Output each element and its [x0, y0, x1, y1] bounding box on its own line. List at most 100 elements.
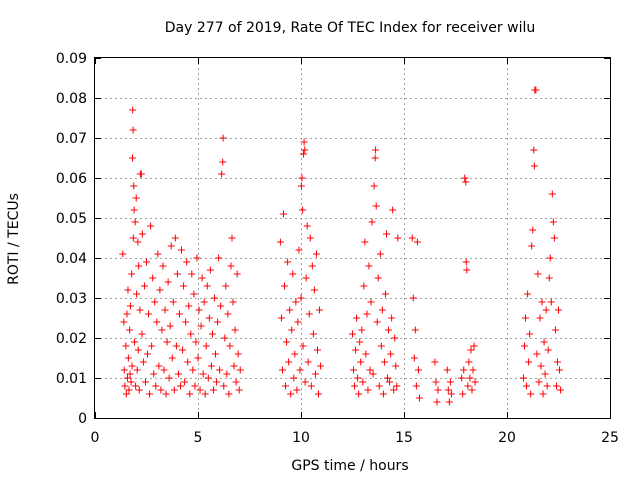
data-point — [277, 314, 285, 322]
data-point — [394, 234, 402, 242]
data-point — [220, 382, 228, 390]
data-point — [145, 310, 153, 318]
data-point — [374, 274, 382, 282]
data-point — [279, 210, 287, 218]
data-point — [187, 330, 195, 338]
data-point — [370, 182, 378, 190]
data-point — [218, 170, 226, 178]
x-axis-title: GPS time / hours — [291, 458, 408, 474]
data-point — [413, 238, 421, 246]
data-point — [155, 362, 163, 370]
data-point — [196, 386, 204, 394]
data-points — [119, 86, 565, 406]
data-point — [460, 366, 468, 374]
data-point — [124, 286, 132, 294]
data-point — [431, 358, 439, 366]
data-point — [158, 326, 166, 334]
data-point — [168, 354, 176, 362]
data-point — [214, 318, 222, 326]
data-point — [232, 378, 240, 386]
data-point — [369, 370, 377, 378]
data-point — [163, 338, 171, 346]
data-point — [125, 386, 133, 394]
data-point — [223, 370, 231, 378]
data-point — [170, 386, 178, 394]
data-point — [379, 390, 387, 398]
data-point — [386, 378, 394, 386]
data-point — [139, 358, 147, 366]
x-tick-label: 5 — [194, 430, 203, 446]
data-point — [301, 146, 309, 154]
data-point — [362, 350, 370, 358]
data-point — [148, 342, 156, 350]
x-tick-label: 10 — [292, 430, 310, 446]
data-point — [199, 370, 207, 378]
data-point — [278, 366, 286, 374]
data-point — [276, 238, 284, 246]
data-point — [368, 218, 376, 226]
data-point — [135, 262, 143, 270]
data-point — [359, 378, 367, 386]
data-point — [356, 338, 364, 346]
data-point — [134, 238, 142, 246]
data-point — [186, 390, 194, 398]
data-point — [121, 382, 129, 390]
data-point — [131, 338, 139, 346]
data-point — [466, 374, 474, 382]
data-point — [308, 262, 316, 270]
data-point — [219, 158, 227, 166]
data-point — [119, 250, 127, 258]
y-axis-title: ROTI / TECUs — [6, 193, 22, 285]
data-point — [547, 298, 555, 306]
data-point — [304, 358, 312, 366]
y-tick-label: 0 — [78, 411, 87, 427]
data-point — [555, 306, 562, 314]
x-tick-label: 20 — [498, 430, 516, 446]
y-tick-label: 0.03 — [56, 291, 87, 307]
data-point — [545, 274, 553, 282]
data-point — [128, 154, 136, 162]
data-point — [174, 370, 182, 378]
data-point — [123, 310, 131, 318]
data-point — [212, 350, 220, 358]
data-point — [191, 382, 199, 390]
data-point — [364, 386, 372, 394]
data-point — [443, 366, 451, 374]
data-point — [537, 362, 545, 370]
plot-frame — [94, 57, 611, 419]
data-point — [432, 378, 440, 386]
data-point — [157, 386, 165, 394]
data-point — [523, 382, 531, 390]
data-point — [120, 318, 128, 326]
y-tick-label: 0.08 — [56, 91, 87, 107]
data-point — [210, 294, 218, 302]
data-point — [538, 298, 546, 306]
data-point — [382, 230, 390, 238]
data-point — [230, 362, 238, 370]
data-point — [171, 234, 179, 242]
data-point — [446, 378, 454, 386]
data-point — [468, 386, 476, 394]
data-point — [183, 258, 191, 266]
data-point — [189, 366, 197, 374]
data-point — [176, 382, 184, 390]
data-point — [381, 290, 389, 298]
data-point — [201, 390, 209, 398]
data-point — [358, 326, 366, 334]
data-point — [303, 222, 311, 230]
data-point — [143, 258, 150, 266]
data-point — [433, 398, 441, 406]
data-point — [525, 358, 533, 366]
data-point — [292, 298, 300, 306]
data-point — [300, 138, 308, 146]
data-point — [124, 374, 132, 382]
data-point — [550, 234, 558, 242]
data-point — [146, 390, 154, 398]
data-point — [297, 294, 305, 302]
data-point — [414, 366, 422, 374]
y-tick-label: 0.06 — [56, 171, 87, 187]
data-point — [541, 370, 549, 378]
data-point — [462, 258, 470, 266]
data-point — [197, 322, 205, 330]
